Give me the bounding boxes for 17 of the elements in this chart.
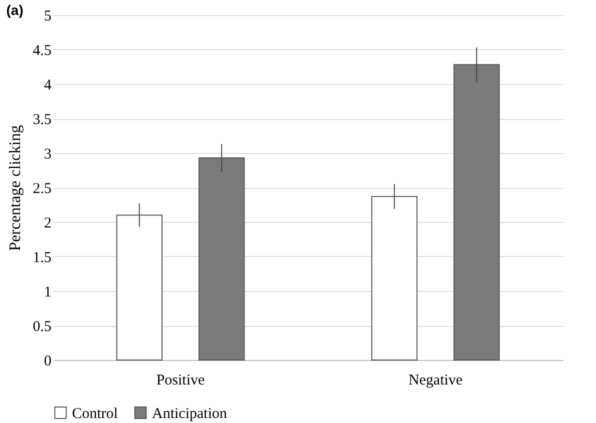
x-tick-label: Positive (156, 372, 206, 388)
y-tick-label: 3 (44, 146, 52, 162)
y-tick-label: 2 (44, 216, 52, 232)
y-tick-label: 0.5 (32, 319, 52, 335)
x-tick-label: Negative (408, 372, 463, 388)
y-tick-label: 3.5 (32, 112, 52, 128)
y-tick-label: 5 (44, 8, 52, 24)
y-tick-label: 0 (44, 354, 52, 370)
y-tick-label: 2.5 (32, 181, 52, 197)
y-tick-label: 4 (44, 78, 52, 94)
legend-label: Control (72, 406, 118, 422)
y-tick-label: 4.5 (32, 43, 52, 59)
legend-label: Anticipation (152, 406, 228, 422)
chart-title: (a) (6, 2, 24, 18)
y-axis-title: Percentage clicking (6, 125, 24, 251)
y-tick-label: 1 (44, 284, 52, 300)
y-tick-label: 1.5 (32, 250, 52, 266)
